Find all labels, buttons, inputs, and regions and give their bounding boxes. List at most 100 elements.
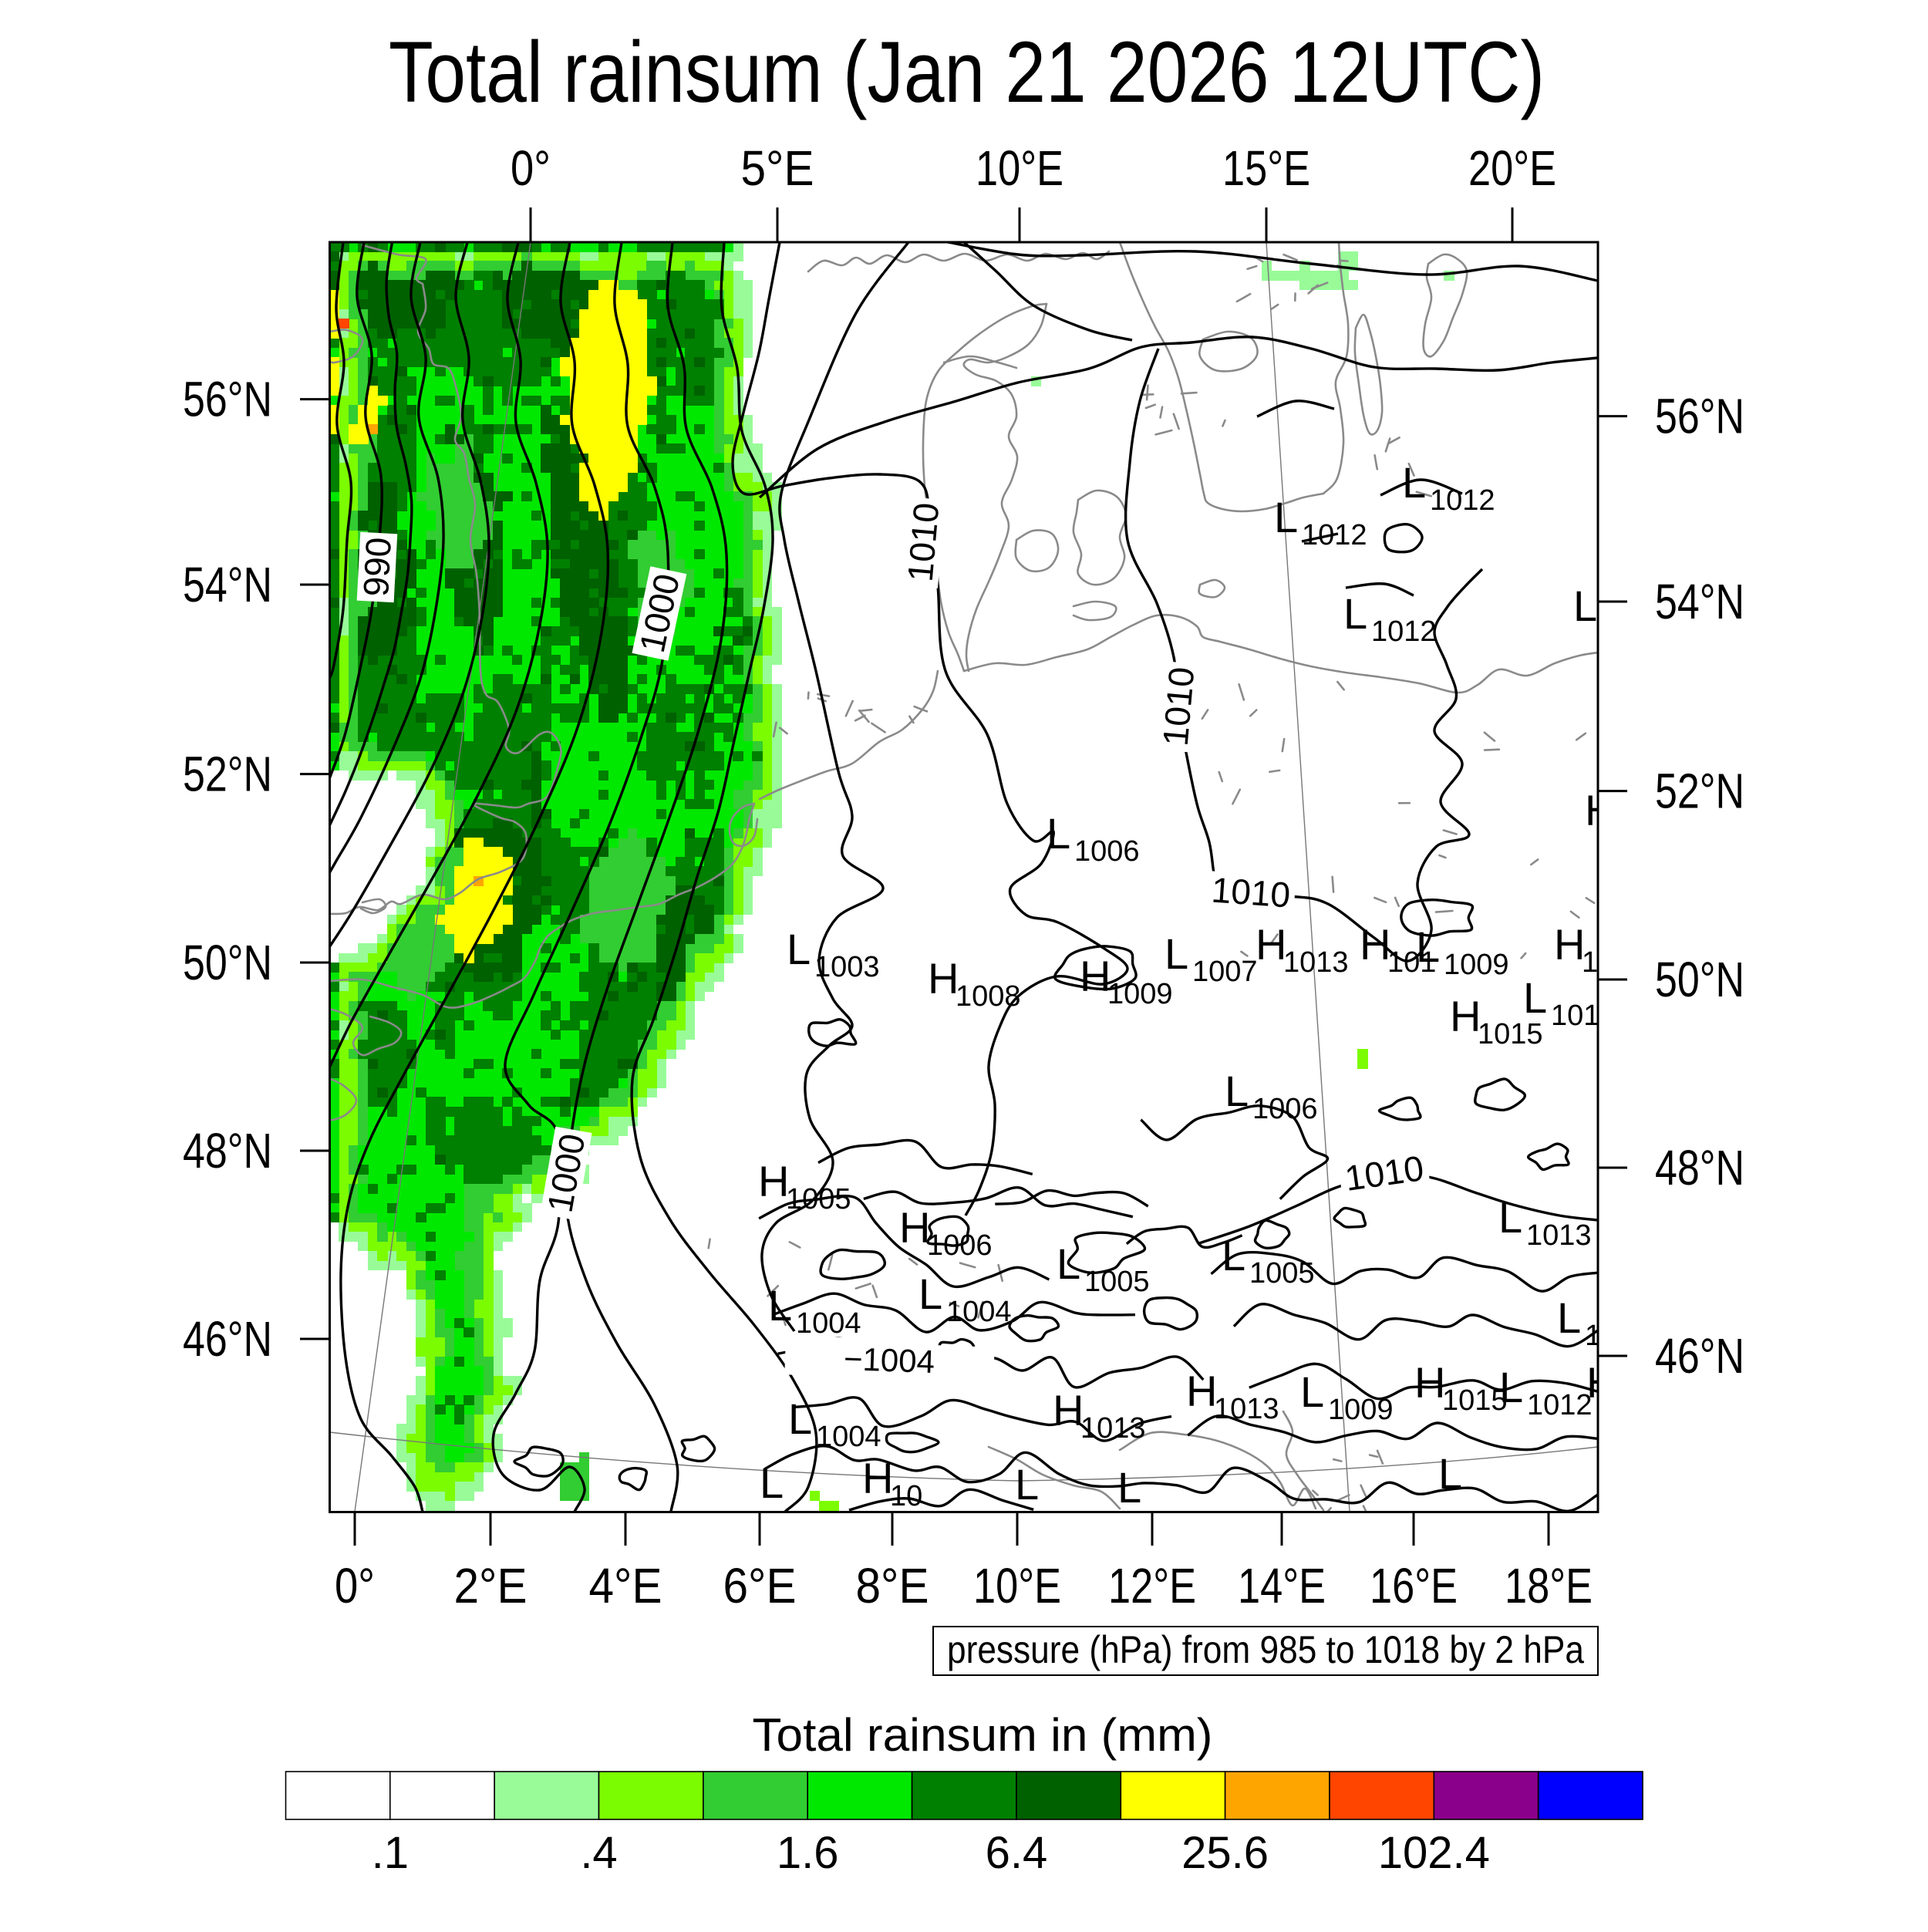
- svg-text:16°E: 16°E: [1370, 1558, 1458, 1613]
- svg-text:1013: 1013: [1214, 1393, 1279, 1425]
- svg-text:H: H: [862, 1454, 893, 1502]
- svg-text:4°E: 4°E: [589, 1558, 662, 1613]
- svg-text:52°N: 52°N: [183, 747, 272, 802]
- svg-text:1007: 1007: [1192, 956, 1258, 988]
- svg-text:1012: 1012: [1302, 519, 1367, 551]
- svg-text:L: L: [1416, 922, 1440, 971]
- svg-text:1004: 1004: [796, 1307, 861, 1340]
- svg-text:1004: 1004: [946, 1296, 1012, 1328]
- svg-text:L: L: [1498, 1193, 1522, 1242]
- svg-text:2°E: 2°E: [454, 1558, 528, 1613]
- svg-text:56°N: 56°N: [1655, 389, 1744, 444]
- svg-text:L: L: [1047, 809, 1070, 858]
- svg-text:14°E: 14°E: [1238, 1558, 1326, 1613]
- svg-text:H: H: [1554, 920, 1585, 969]
- svg-text:50°N: 50°N: [1655, 952, 1744, 1007]
- svg-text:10°E: 10°E: [976, 140, 1063, 196]
- svg-text:.4: .4: [580, 1828, 617, 1878]
- svg-text:L: L: [1274, 493, 1298, 541]
- svg-text:48°N: 48°N: [183, 1123, 272, 1178]
- svg-text:46°N: 46°N: [183, 1311, 272, 1367]
- svg-text:L: L: [1117, 1463, 1141, 1512]
- svg-text:H: H: [1586, 1358, 1617, 1407]
- svg-text:10: 10: [1582, 946, 1614, 979]
- svg-text:1010: 1010: [900, 501, 947, 583]
- svg-text:1006: 1006: [1252, 1093, 1318, 1125]
- svg-text:1010: 1010: [1210, 869, 1292, 915]
- svg-text:25.6: 25.6: [1181, 1828, 1269, 1878]
- svg-text:L: L: [1343, 589, 1367, 638]
- svg-text:H: H: [758, 1157, 789, 1205]
- svg-text:1010: 1010: [1155, 666, 1202, 747]
- svg-text:0°: 0°: [335, 1558, 375, 1613]
- svg-text:H: H: [1080, 952, 1111, 1000]
- svg-text:1003: 1003: [814, 951, 880, 983]
- svg-text:H: H: [1186, 1367, 1217, 1415]
- svg-text:L: L: [787, 925, 811, 973]
- svg-text:10: 10: [890, 1480, 922, 1512]
- svg-text:1009: 1009: [1328, 1394, 1394, 1426]
- svg-text:L: L: [1438, 1449, 1462, 1498]
- svg-text:.1: .1: [372, 1828, 409, 1878]
- svg-text:1012: 1012: [1527, 1389, 1593, 1421]
- svg-text:L: L: [1300, 1367, 1324, 1416]
- svg-text:L: L: [1523, 973, 1547, 1022]
- svg-text:1013: 1013: [1526, 1219, 1592, 1252]
- svg-text:H: H: [899, 1203, 930, 1252]
- svg-text:1015: 1015: [1478, 1018, 1543, 1050]
- svg-text:101: 101: [1585, 1320, 1633, 1352]
- svg-text:1.6: 1.6: [777, 1828, 839, 1878]
- svg-text:L: L: [1015, 1460, 1039, 1509]
- svg-text:990: 990: [356, 536, 399, 597]
- svg-text:5°E: 5°E: [741, 140, 814, 196]
- svg-text:L: L: [1557, 1293, 1581, 1342]
- svg-text:1013: 1013: [1080, 1412, 1146, 1445]
- svg-text:54°N: 54°N: [1655, 574, 1744, 629]
- svg-text:56°N: 56°N: [183, 372, 272, 427]
- svg-text:L: L: [1165, 929, 1188, 978]
- svg-text:52°N: 52°N: [1655, 764, 1744, 819]
- svg-text:1013: 1013: [1283, 946, 1349, 979]
- svg-text:pressure (hPa) from 985 to 101: pressure (hPa) from 985 to 1018 by 2 hPa: [947, 1628, 1584, 1671]
- svg-text:−1004: −1004: [843, 1340, 935, 1380]
- svg-text:1008: 1008: [956, 980, 1021, 1013]
- svg-text:L: L: [1402, 458, 1426, 507]
- svg-text:1006: 1006: [1074, 835, 1140, 868]
- svg-text:102.4: 102.4: [1378, 1828, 1490, 1878]
- svg-text:1015: 1015: [1442, 1384, 1508, 1417]
- svg-text:L: L: [788, 1394, 812, 1443]
- svg-text:10°E: 10°E: [973, 1558, 1061, 1613]
- svg-text:18°E: 18°E: [1505, 1558, 1593, 1613]
- svg-text:H: H: [1585, 786, 1616, 835]
- svg-text:50°N: 50°N: [183, 935, 272, 990]
- svg-text:Total rainsum in (mm): Total rainsum in (mm): [753, 1709, 1213, 1761]
- svg-text:1004: 1004: [816, 1421, 881, 1453]
- svg-text:46°N: 46°N: [1655, 1328, 1744, 1384]
- svg-text:H: H: [928, 954, 959, 1003]
- svg-text:101: 101: [1387, 946, 1436, 979]
- svg-text:1009: 1009: [1444, 949, 1509, 981]
- svg-text:54°N: 54°N: [183, 557, 272, 612]
- svg-text:1006: 1006: [927, 1229, 993, 1262]
- svg-text:1005: 1005: [786, 1183, 851, 1216]
- svg-text:12°E: 12°E: [1108, 1558, 1196, 1613]
- svg-text:L: L: [768, 1281, 792, 1330]
- svg-text:L: L: [760, 1458, 784, 1507]
- svg-text:1009: 1009: [1107, 978, 1173, 1010]
- svg-text:L: L: [1222, 1231, 1245, 1280]
- svg-text:L: L: [918, 1269, 942, 1318]
- svg-text:0°: 0°: [511, 140, 551, 196]
- svg-text:L: L: [1573, 582, 1597, 630]
- svg-text:H: H: [1360, 920, 1390, 969]
- svg-text:H: H: [1414, 1358, 1445, 1407]
- svg-text:1011: 1011: [1551, 1000, 1614, 1032]
- svg-text:20°E: 20°E: [1468, 140, 1556, 196]
- svg-text:H: H: [1053, 1386, 1084, 1435]
- svg-text:L: L: [1499, 1363, 1523, 1411]
- svg-text:L: L: [1057, 1239, 1080, 1288]
- svg-text:6°E: 6°E: [723, 1558, 797, 1613]
- svg-text:H: H: [1256, 920, 1286, 969]
- svg-text:H: H: [1450, 992, 1481, 1040]
- svg-text:6.4: 6.4: [986, 1828, 1048, 1878]
- svg-text:8°E: 8°E: [856, 1558, 929, 1613]
